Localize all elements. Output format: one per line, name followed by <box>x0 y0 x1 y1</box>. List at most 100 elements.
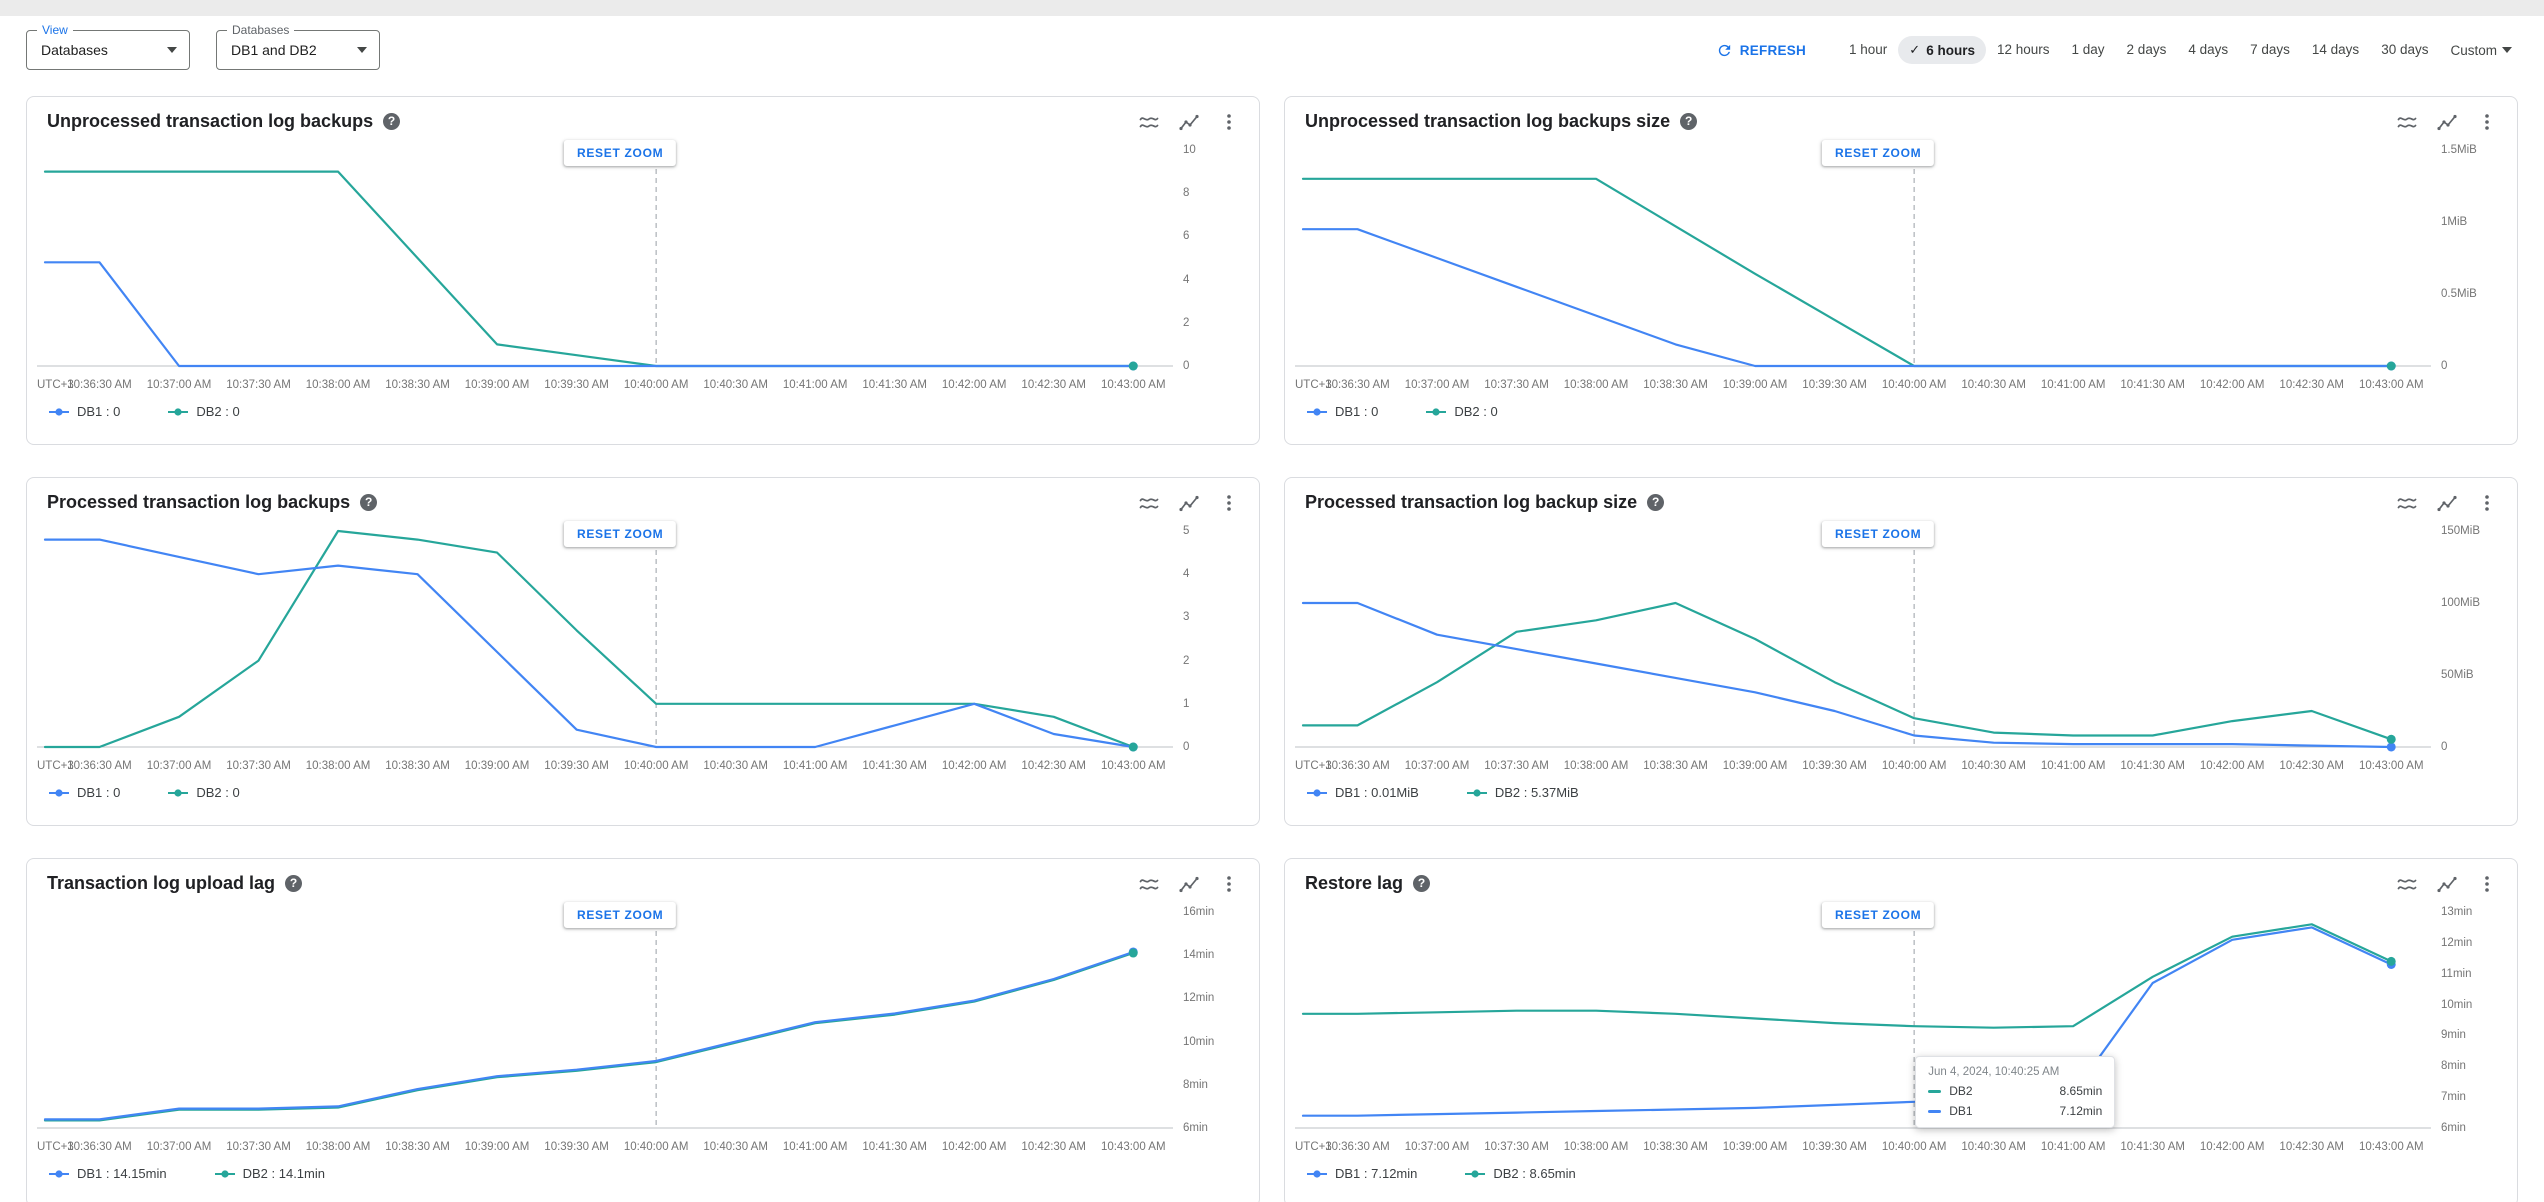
x-axis-label: 10:37:30 AM <box>226 1141 291 1153</box>
legend-label: DB1 : 0 <box>77 785 121 800</box>
time-range-button[interactable]: 1 day <box>2061 36 2116 63</box>
legend-item[interactable]: DB1 : 0 <box>49 785 120 800</box>
y-axis-label: 8min <box>2441 1060 2466 1073</box>
line-chart-icon[interactable] <box>2437 493 2457 513</box>
chart-style-icon[interactable] <box>2397 874 2417 894</box>
time-range-button[interactable]: 1 hour <box>1838 36 1898 63</box>
legend-label: DB2 : 5.37MiB <box>1494 785 1579 800</box>
reset-zoom-button[interactable]: RESET ZOOM <box>563 140 677 166</box>
x-axis-label: 10:41:00 AM <box>782 1141 848 1153</box>
chart-plot-area[interactable]: RESET ZOOM Jun 4, 2024, 10:40:25 AM DB2 … <box>1295 900 2431 1138</box>
chart-plot-area[interactable]: RESET ZOOM <box>1295 519 2431 757</box>
x-axis-label: 10:43:00 AM <box>1100 1141 1166 1153</box>
x-axis-label: 10:39:00 AM <box>464 760 530 772</box>
legend-item[interactable]: DB2 : 5.37MiB <box>1466 785 1579 800</box>
line-chart <box>1295 142 2431 371</box>
x-axis-label: 10:42:00 AM <box>2199 1141 2265 1153</box>
more-options-icon[interactable] <box>2477 874 2497 894</box>
legend-item[interactable]: DB1 : 0.01MiB <box>1307 785 1419 800</box>
legend-item[interactable]: DB2 : 14.1min <box>214 1166 325 1181</box>
line-chart-icon[interactable] <box>2437 112 2457 132</box>
databases-select[interactable]: Databases DB1 and DB2 <box>216 23 380 70</box>
x-axis-label: 10:43:00 AM <box>2358 379 2424 391</box>
time-range-button[interactable]: 14 days <box>2301 36 2370 63</box>
time-range-controls: REFRESH 1 hour ✓ 6 hours 12 hours 1 day 2 day… <box>1716 36 2518 64</box>
timezone-label: UTC+3 <box>37 760 74 772</box>
time-range-button[interactable]: ✓ 6 hours <box>1898 36 1986 64</box>
line-chart-icon[interactable] <box>1179 493 1199 513</box>
chart-plot-area[interactable]: RESET ZOOM <box>1295 138 2431 376</box>
help-icon[interactable]: ? <box>383 113 401 130</box>
help-icon[interactable]: ? <box>1413 875 1431 892</box>
card-header: Restore lag ? <box>1285 859 2517 896</box>
chart-style-icon[interactable] <box>2397 493 2417 513</box>
more-options-icon[interactable] <box>2477 493 2497 513</box>
legend-item[interactable]: DB2 : 0 <box>1426 404 1498 419</box>
card-unprocessed-log-backups: Unprocessed transaction log backups ? RE… <box>26 96 1260 445</box>
y-axis-label: 10min <box>1183 1035 1215 1048</box>
x-axis-label: 10:38:00 AM <box>305 760 371 772</box>
legend-item[interactable]: DB2 : 8.65min <box>1465 1166 1576 1181</box>
view-select[interactable]: View Databases <box>26 23 190 70</box>
chart-plot-area[interactable]: RESET ZOOM <box>37 519 1173 757</box>
x-axis-label: 10:42:30 AM <box>1021 379 1087 391</box>
x-axis-label: 10:39:00 AM <box>464 1141 530 1153</box>
chart-plot-area[interactable]: RESET ZOOM <box>37 138 1173 376</box>
more-options-icon[interactable] <box>1219 493 1239 513</box>
chart-style-icon[interactable] <box>1139 112 1159 132</box>
custom-range-button[interactable]: Custom <box>2439 37 2518 64</box>
help-icon[interactable]: ? <box>1647 494 1665 511</box>
x-axis-label: 10:38:30 AM <box>1643 760 1708 772</box>
legend-item[interactable]: DB1 : 0 <box>1307 404 1378 419</box>
more-options-icon[interactable] <box>1219 874 1239 894</box>
legend-item[interactable]: DB2 : 0 <box>168 404 240 419</box>
legend-item[interactable]: DB1 : 14.15min <box>49 1166 167 1181</box>
x-axis-label: 10:41:30 AM <box>2120 379 2185 391</box>
help-icon[interactable]: ? <box>285 875 303 892</box>
x-axis-label: 10:42:00 AM <box>941 760 1007 772</box>
reset-zoom-button[interactable]: RESET ZOOM <box>1821 140 1935 166</box>
help-icon[interactable]: ? <box>360 494 378 511</box>
x-axis-label: 10:40:30 AM <box>1961 760 2026 772</box>
chart-style-icon[interactable] <box>1139 493 1159 513</box>
view-select-label: View <box>37 23 73 37</box>
time-range-button[interactable]: 2 days <box>2116 36 2178 63</box>
refresh-button[interactable]: REFRESH <box>1716 42 1806 59</box>
legend-item[interactable]: DB1 : 7.12min <box>1307 1166 1417 1181</box>
time-range-button[interactable]: 30 days <box>2370 36 2439 63</box>
time-range-button[interactable]: 4 days <box>2177 36 2239 63</box>
reset-zoom-button[interactable]: RESET ZOOM <box>1821 521 1935 547</box>
time-range-button[interactable]: 7 days <box>2239 36 2301 63</box>
legend-item[interactable]: DB2 : 0 <box>168 785 240 800</box>
view-select-value: Databases <box>41 42 108 58</box>
reset-zoom-button[interactable]: RESET ZOOM <box>563 521 677 547</box>
chart-plot-area[interactable]: RESET ZOOM <box>37 900 1173 1138</box>
line-chart-icon[interactable] <box>2437 874 2457 894</box>
chart-style-icon[interactable] <box>1139 874 1159 894</box>
charts-grid: Unprocessed transaction log backups ? RE… <box>0 96 2544 1202</box>
y-axis-label: 4 <box>1183 568 1190 581</box>
chart-legend: DB1 : 0 DB2 : 0 <box>27 777 1259 800</box>
line-chart <box>1295 523 2431 752</box>
more-options-icon[interactable] <box>2477 112 2497 132</box>
more-options-icon[interactable] <box>1219 112 1239 132</box>
legend-label: DB2 : 0 <box>196 404 240 419</box>
chart-legend: DB1 : 0.01MiB DB2 : 5.37MiB <box>1285 777 2517 800</box>
reset-zoom-button[interactable]: RESET ZOOM <box>1821 902 1935 928</box>
time-range-button[interactable]: 12 hours <box>1986 36 2061 63</box>
legend-item[interactable]: DB1 : 0 <box>49 404 120 419</box>
legend-marker <box>1466 788 1487 797</box>
chart-legend: DB1 : 0 DB2 : 0 <box>27 396 1259 419</box>
chart-tooltip: Jun 4, 2024, 10:40:25 AM DB2 8.65min DB1… <box>1915 1056 2116 1128</box>
x-axis-label: 10:41:30 AM <box>862 760 927 772</box>
x-axis-label: 10:43:00 AM <box>1100 760 1166 772</box>
y-axis-labels: 0 0.5MiB 1MiB 1.5MiB <box>2431 138 2517 376</box>
y-axis-labels: 6min 7min 8min 9min 10min 11min 12min 13min <box>2431 900 2517 1138</box>
help-icon[interactable]: ? <box>1680 113 1698 130</box>
line-chart-icon[interactable] <box>1179 874 1199 894</box>
card-header: Transaction log upload lag ? <box>27 859 1259 896</box>
chart-style-icon[interactable] <box>2397 112 2417 132</box>
line-chart-icon[interactable] <box>1179 112 1199 132</box>
reset-zoom-button[interactable]: RESET ZOOM <box>563 902 677 928</box>
x-axis-label: 10:42:00 AM <box>941 379 1007 391</box>
